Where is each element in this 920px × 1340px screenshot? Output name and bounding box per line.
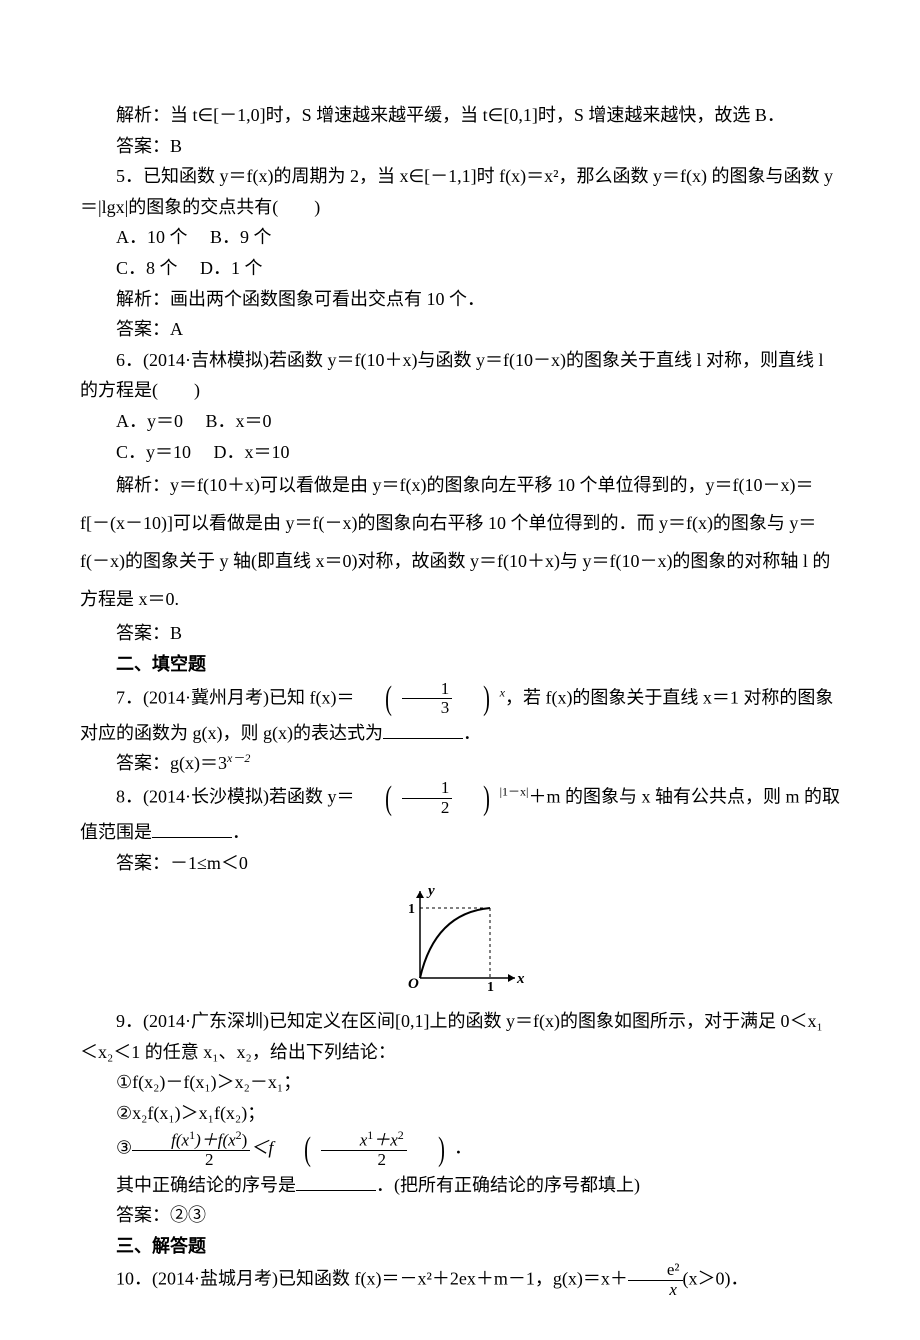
q7-answer: 答案：g(x)＝3x－2: [80, 748, 840, 779]
q10-num: e²: [628, 1261, 683, 1281]
q7-tail: ．: [463, 723, 481, 743]
q5-opt-d: D．1 个: [200, 258, 263, 278]
section-2-text: 二、填空题: [116, 654, 206, 674]
q10-lead: 10．(2014·盐城月考)已知函数 f(x)＝－x²＋2ex＋m－1，g(x)…: [116, 1269, 628, 1289]
lparen-icon: (: [283, 1136, 311, 1163]
q6-options-line1: A．y＝0 B．x＝0: [80, 406, 840, 437]
section-2-heading: 二、填空题: [80, 649, 840, 680]
svg-text:x: x: [516, 971, 525, 987]
q6-analysis: 解析：y＝f(10＋x)可以看做是由 y＝f(x)的图象向左平移 10 个单位得…: [80, 467, 840, 618]
q9-ask-tail: ．(把所有正确结论的序号都填上): [376, 1175, 640, 1195]
q10-stem: 10．(2014·盐城月考)已知函数 f(x)＝－x²＋2ex＋m－1，g(x)…: [80, 1261, 840, 1299]
q9-c3-lead: ③: [116, 1137, 132, 1157]
q9-figure: y 1 O 1 x: [80, 883, 840, 1003]
q9-c3-frac1: f(x1)＋f(x2)2: [132, 1129, 250, 1170]
q8-exp: |1－x|: [500, 784, 529, 798]
q10-den: x: [628, 1281, 683, 1300]
q5-answer: 答案：A: [80, 314, 840, 345]
q7-lead: 7．(2014·冀州月考)已知 f(x)＝: [116, 687, 354, 707]
q9-answer: 答案：②③: [80, 1200, 840, 1231]
q4-answer: 答案：B: [80, 131, 840, 162]
q9-c3: ③f(x1)＋f(x2)2＜f(x1＋x22)．: [80, 1129, 840, 1170]
q9-c3-n1a: f(x: [171, 1130, 189, 1149]
q8-frac: 12: [402, 779, 453, 817]
q9-c3-n2b: ＋x: [373, 1130, 398, 1149]
lparen-icon: (: [364, 685, 392, 712]
rparen-icon: ): [462, 685, 490, 712]
section-3-text: 三、解答题: [116, 1236, 206, 1256]
q7-answer-text: 答案：g(x)＝3: [116, 753, 227, 773]
q5-analysis: 解析：画出两个函数图象可看出交点有 10 个．: [80, 284, 840, 315]
svg-text:1: 1: [487, 980, 494, 993]
q7-den: 3: [402, 699, 453, 718]
q9-c3-n1b: )＋f(x: [195, 1130, 236, 1149]
graph-icon: y 1 O 1 x: [390, 883, 530, 993]
q9-c1: ①f(x₂)－f(x₁)＞x₂－x₁；: [80, 1067, 840, 1098]
svg-text:O: O: [408, 976, 419, 992]
q9-c2: ②x₂f(x₁)＞x₁f(x₂)；: [80, 1098, 840, 1129]
q10-tail: (x＞0)．: [683, 1269, 749, 1289]
q6-answer: 答案：B: [80, 618, 840, 649]
rparen-icon: ): [462, 785, 490, 812]
svg-text:1: 1: [408, 902, 415, 917]
svg-text:y: y: [426, 883, 435, 899]
q9-c3-d1: 2: [132, 1151, 250, 1170]
q4-analysis: 解析：当 t∈[－1,0]时，S 增速越来越平缓，当 t∈[0,1]时，S 增速…: [80, 100, 840, 131]
q7-stem: 7．(2014·冀州月考)已知 f(x)＝(13)x，若 f(x)的图象关于直线…: [80, 680, 840, 749]
q8-blank: [152, 819, 232, 838]
q6-opt-d: D．x＝10: [214, 442, 290, 462]
q5-options-line2: C．8 个 D．1 个: [80, 253, 840, 284]
q9-c3-tail: ．: [454, 1137, 472, 1157]
q9-c3-frac2: x1＋x22: [321, 1129, 407, 1170]
q6-stem: 6．(2014·吉林模拟)若函数 y＝f(10＋x)与函数 y＝f(10－x)的…: [80, 345, 840, 406]
q10-frac: e²x: [628, 1261, 683, 1299]
q9-ask-text: 其中正确结论的序号是: [116, 1175, 296, 1195]
q7-num: 1: [402, 680, 453, 700]
q9-c3-n1c: ): [242, 1130, 248, 1149]
q9-c3-d2: 2: [321, 1151, 407, 1170]
q9-stem: 9．(2014·广东深圳)已知定义在区间[0,1]上的函数 y＝f(x)的图象如…: [80, 1006, 840, 1067]
q9-c3-mid: ＜f: [250, 1137, 273, 1157]
q5-opt-b: B．9 个: [210, 227, 272, 247]
q6-opt-a: A．y＝0: [116, 411, 183, 431]
q6-options-line2: C．y＝10 D．x＝10: [80, 437, 840, 468]
section-3-heading: 三、解答题: [80, 1231, 840, 1262]
q8-stem: 8．(2014·长沙模拟)若函数 y＝(12)|1－x|＋m 的图象与 x 轴有…: [80, 779, 840, 848]
q8-den: 2: [402, 799, 453, 818]
lparen-icon: (: [364, 785, 392, 812]
q9-c3-e4: 2: [398, 1128, 404, 1142]
q5-opt-c: C．8 个: [116, 258, 178, 278]
q7-frac: 13: [402, 680, 453, 718]
q9-blank: [296, 1172, 376, 1191]
q6-opt-c: C．y＝10: [116, 442, 191, 462]
q8-tail: ．: [232, 822, 250, 842]
q5-opt-a: A．10 个: [116, 227, 188, 247]
rparen-icon: ): [416, 1136, 444, 1163]
q8-answer: 答案：－1≤m＜0: [80, 848, 840, 879]
q7-answer-exp: x－2: [227, 751, 250, 765]
q5-stem: 5．已知函数 y＝f(x)的周期为 2，当 x∈[－1,1]时 f(x)＝x²，…: [80, 161, 840, 222]
q5-options-line1: A．10 个 B．9 个: [80, 222, 840, 253]
q8-num: 1: [402, 779, 453, 799]
q6-opt-b: B．x＝0: [206, 411, 272, 431]
q9-ask: 其中正确结论的序号是 ．(把所有正确结论的序号都填上): [80, 1170, 840, 1201]
q8-lead: 8．(2014·长沙模拟)若函数 y＝: [116, 786, 354, 806]
q7-blank: [383, 720, 463, 739]
